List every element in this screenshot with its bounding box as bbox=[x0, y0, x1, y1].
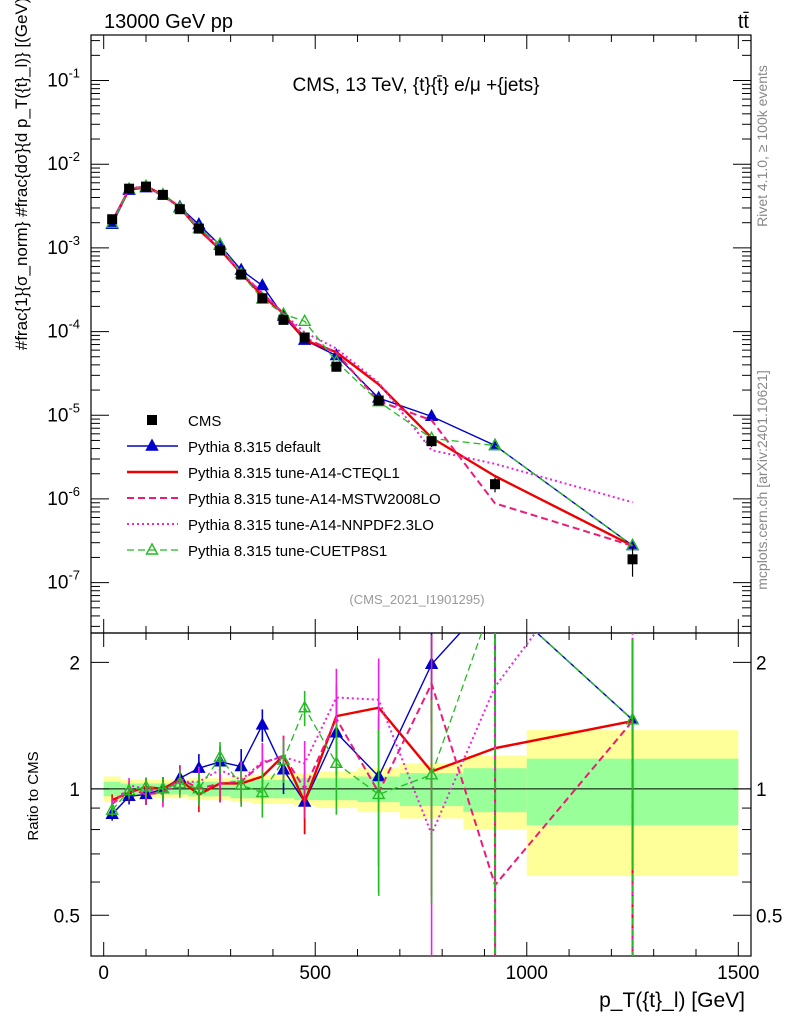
process-label: tt̄ bbox=[738, 11, 750, 33]
series-marker bbox=[488, 438, 502, 451]
data-point bbox=[107, 214, 118, 225]
y-tick-label: 10-2 bbox=[47, 149, 80, 175]
data-point bbox=[236, 269, 247, 280]
series-marker bbox=[297, 700, 312, 713]
series-marker bbox=[276, 752, 291, 765]
series-marker bbox=[105, 802, 119, 815]
x-axis-label: p_T({t}_l) [GeV] bbox=[599, 989, 745, 1012]
y-tick-label: 10-5 bbox=[47, 400, 80, 426]
series-marker bbox=[234, 777, 248, 790]
energy-label: 13000 GeV pp bbox=[104, 11, 233, 33]
legend-swatch-marker bbox=[145, 438, 159, 451]
series-line-ratio bbox=[111, 680, 634, 888]
series-marker bbox=[255, 717, 270, 730]
ratio-tick-label-right: 1 bbox=[756, 780, 767, 801]
ratio-panel-frame bbox=[90, 632, 752, 957]
series-marker bbox=[625, 712, 640, 725]
series-marker bbox=[139, 779, 153, 792]
site-label: mcplots.cern.ch [arXiv:2401.10621] bbox=[754, 370, 770, 589]
x-tick-labels: 0 500 1000 1500 bbox=[98, 963, 759, 984]
y-tick-label: 10-6 bbox=[47, 484, 80, 510]
legend-entry-label: Pythia 8.315 default bbox=[188, 439, 321, 456]
data-point bbox=[193, 223, 204, 234]
data-point bbox=[174, 204, 185, 215]
y-tick-labels: 10-7 10-6 10-5 10-4 10-3 10-2 10-1 bbox=[47, 66, 80, 594]
series-marker bbox=[297, 313, 312, 327]
series-marker bbox=[329, 755, 344, 769]
ratio-tick-label: 1 bbox=[69, 780, 80, 801]
series-marker bbox=[490, 589, 501, 599]
y-tick-label: 10-1 bbox=[47, 66, 80, 92]
legend-entry-label: Pythia 8.315 tune-A14-CTEQL1 bbox=[188, 465, 400, 482]
ratio-tick-label: 2 bbox=[69, 653, 80, 674]
axis-ticks bbox=[91, 35, 751, 956]
y-tick-label: 10-3 bbox=[47, 233, 80, 259]
legend-entry-label: Pythia 8.315 tune-A14-MSTW2008LO bbox=[188, 491, 441, 508]
y-axis-label: #frac{1}{σ_norm} #frac{dσ}{d p_T({t}_l)}… bbox=[12, 0, 31, 350]
x-tick-label: 0 bbox=[98, 963, 109, 984]
y-tick-label: 10-4 bbox=[47, 317, 80, 343]
ratio-axis-label: Ratio to CMS bbox=[25, 751, 42, 840]
series-line-main bbox=[111, 186, 633, 547]
analysis-id: (CMS_2021_I1901295) bbox=[349, 592, 484, 607]
rivet-label: Rivet 4.1.0, ≥ 100k events bbox=[754, 65, 770, 227]
legend-swatch-cms bbox=[147, 415, 157, 425]
legend-swatch-marker bbox=[145, 542, 159, 555]
series-line-main bbox=[111, 185, 633, 504]
ratio-tick-labels: 0.5 0.5 1 1 2 2 bbox=[54, 653, 783, 927]
legend-entry-label: Pythia 8.315 tune-CUETP8S1 bbox=[188, 543, 387, 560]
data-point bbox=[257, 293, 268, 304]
data-point bbox=[627, 554, 638, 565]
data-point bbox=[157, 189, 168, 200]
chart-title: CMS, 13 TeV, {t}{t̄} e/μ +{jets} bbox=[292, 75, 539, 96]
legend-entry-label: Pythia 8.315 tune-A14-NNPDF2.3LO bbox=[188, 517, 434, 534]
x-tick-label: 1500 bbox=[717, 963, 759, 984]
series-marker bbox=[255, 278, 270, 291]
ratio-curves bbox=[105, 589, 640, 956]
legend-entry-label: CMS bbox=[188, 413, 221, 430]
series-marker bbox=[192, 781, 206, 794]
series-marker bbox=[372, 786, 386, 800]
ratio-tick-label-right: 2 bbox=[756, 653, 767, 674]
series-marker bbox=[173, 776, 187, 789]
data-point bbox=[124, 183, 135, 194]
data-point bbox=[299, 332, 310, 343]
series-marker bbox=[122, 783, 136, 796]
data-point bbox=[141, 181, 151, 192]
series-line-main bbox=[111, 185, 633, 547]
x-tick-label: 500 bbox=[299, 963, 331, 984]
ratio-tick-label-right: 0.5 bbox=[756, 906, 782, 927]
series-line-ratio bbox=[111, 633, 634, 815]
x-tick-label: 1000 bbox=[506, 963, 548, 984]
y-tick-label: 10-7 bbox=[47, 568, 80, 594]
data-point bbox=[278, 314, 289, 325]
data-point bbox=[373, 395, 384, 406]
series-marker bbox=[255, 785, 270, 798]
series-line-ratio bbox=[111, 633, 633, 811]
series-marker bbox=[156, 781, 170, 794]
cms-data-points bbox=[107, 181, 638, 577]
data-point bbox=[426, 436, 437, 447]
data-point bbox=[215, 245, 226, 256]
data-point bbox=[331, 361, 342, 372]
data-point bbox=[490, 479, 501, 490]
series-marker bbox=[490, 589, 501, 599]
series-marker bbox=[213, 749, 227, 762]
ratio-tick-label: 0.5 bbox=[54, 906, 80, 927]
series-marker bbox=[424, 767, 439, 780]
legend: CMS Pythia 8.315 default Pythia 8.315 tune… bbox=[127, 413, 441, 560]
